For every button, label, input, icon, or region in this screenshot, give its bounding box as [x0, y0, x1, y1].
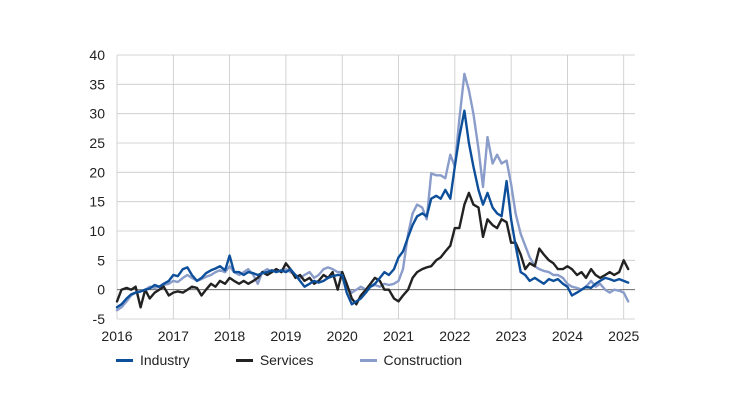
x-tick-label: 2025	[608, 328, 639, 344]
legend-item-services: Services	[235, 352, 314, 368]
x-tick-label: 2017	[158, 328, 189, 344]
y-tick-label: -5	[93, 311, 106, 327]
y-tick-label: 10	[89, 223, 105, 239]
x-tick-label: 2020	[327, 328, 358, 344]
series-line-services	[115, 191, 630, 309]
y-axis-tick-labels: -5 0 5 10 15 20 25 30 35 40	[89, 47, 105, 327]
legend-label-services: Services	[259, 352, 314, 368]
legend-swatch-industry	[116, 358, 133, 362]
x-tick-label: 2021	[383, 328, 414, 344]
legend-item-construction: Construction	[359, 352, 463, 368]
y-tick-label: 15	[89, 194, 105, 210]
y-tick-label: 40	[89, 47, 105, 63]
x-tick-label: 2024	[552, 328, 583, 344]
series-line-construction	[115, 72, 630, 312]
x-tick-label: 2018	[214, 328, 245, 344]
y-tick-label: 25	[89, 135, 105, 151]
y-tick-label: 30	[89, 106, 105, 122]
legend-label-industry: Industry	[140, 352, 190, 368]
x-tick-label: 2023	[496, 328, 527, 344]
y-tick-label: 5	[97, 252, 105, 268]
x-tick-label: 2019	[270, 328, 301, 344]
x-tick-label: 2016	[101, 328, 132, 344]
legend-swatch-construction	[359, 358, 377, 362]
series-lines	[115, 72, 630, 312]
x-tick-label: 2022	[439, 328, 470, 344]
x-axis-tick-labels: 2016 2017 2018 2019 2020 2021 2022 2023 2024 2025	[101, 328, 639, 344]
y-tick-label: 35	[89, 76, 105, 92]
y-tick-label: 0	[97, 282, 105, 298]
y-tick-label: 20	[89, 164, 105, 180]
legend-swatch-services	[235, 358, 253, 362]
legend-item-industry: Industry	[116, 352, 190, 368]
legend-label-construction: Construction	[383, 352, 463, 368]
series-line-industry	[115, 109, 630, 309]
legend: Industry Services Construction	[116, 352, 508, 368]
